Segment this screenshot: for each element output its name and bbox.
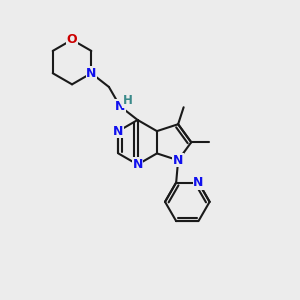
Text: N: N — [132, 158, 143, 171]
Text: N: N — [173, 154, 183, 167]
Text: N: N — [115, 100, 125, 113]
Text: N: N — [193, 176, 204, 189]
Text: N: N — [86, 67, 97, 80]
Text: O: O — [67, 33, 77, 46]
Text: H: H — [123, 94, 133, 107]
Text: N: N — [113, 124, 124, 138]
